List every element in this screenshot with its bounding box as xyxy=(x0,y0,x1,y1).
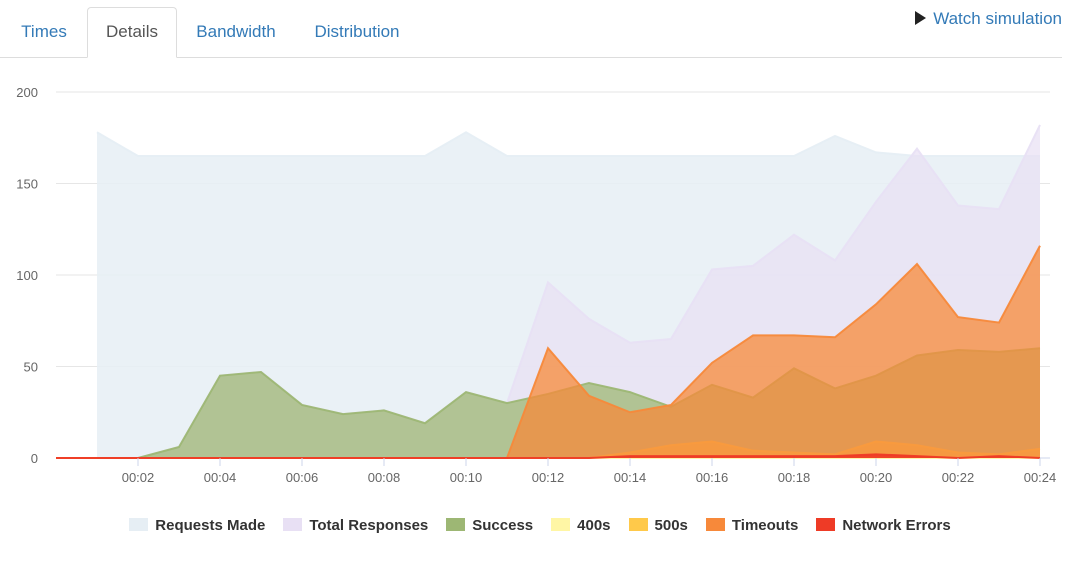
x-tick-label: 00:06 xyxy=(286,470,319,485)
x-tick-label: 00:12 xyxy=(532,470,565,485)
x-tick-label: 00:16 xyxy=(696,470,729,485)
watch-simulation-label: Watch simulation xyxy=(933,9,1062,28)
legend-label: Success xyxy=(472,517,534,534)
x-tick-label: 00:22 xyxy=(942,470,975,485)
legend-label: 500s xyxy=(654,517,688,534)
legend-label: Network Errors xyxy=(842,517,951,534)
legend-swatch xyxy=(446,518,466,531)
tab-bar: Times Details Bandwidth Distribution xyxy=(0,0,1062,58)
legend-swatch xyxy=(628,518,648,531)
chart-legend: Requests Made Total Responses Success 400s 5… xyxy=(0,517,1080,539)
x-tick-label: 00:20 xyxy=(860,470,893,485)
y-tick-label: 200 xyxy=(16,85,38,100)
legend-item-requests-made[interactable]: Requests Made xyxy=(129,517,265,534)
legend-swatch xyxy=(551,518,571,531)
legend-item-total-responses[interactable]: Total Responses xyxy=(283,517,428,534)
legend-swatch xyxy=(129,518,149,531)
line-requests-made xyxy=(96,131,1040,158)
x-tick-label: 00:10 xyxy=(450,470,483,485)
legend-item-500s[interactable]: 500s xyxy=(628,517,688,534)
tab-times[interactable]: Times xyxy=(21,22,67,41)
x-tick-label: 00:14 xyxy=(614,470,647,485)
tab-details[interactable]: Details xyxy=(87,7,177,58)
y-tick-label: 150 xyxy=(16,177,38,192)
x-tick-label: 00:24 xyxy=(1024,470,1057,485)
legend-item-400s[interactable]: 400s xyxy=(551,517,611,534)
legend-label: 400s xyxy=(577,517,611,534)
tab-distribution[interactable]: Distribution xyxy=(314,22,400,41)
x-tick-label: 00:08 xyxy=(368,470,401,485)
tab-bandwidth[interactable]: Bandwidth xyxy=(196,22,276,41)
x-tick-label: 00:02 xyxy=(122,470,155,485)
legend-label: Requests Made xyxy=(155,517,266,534)
legend-swatch xyxy=(283,518,303,531)
x-tick-label: 00:18 xyxy=(778,470,811,485)
watch-simulation-link[interactable]: Watch simulation xyxy=(915,9,1062,29)
x-tick-label: 00:04 xyxy=(204,470,237,485)
legend-item-success[interactable]: Success xyxy=(446,517,533,534)
area-timeouts xyxy=(56,245,1040,458)
legend-swatch xyxy=(705,518,725,531)
legend-label: Total Responses xyxy=(309,517,429,534)
y-tick-label: 0 xyxy=(31,451,38,466)
legend-item-timeouts[interactable]: Timeouts xyxy=(705,517,799,534)
details-area-chart: 0 50 100 150 200 00:02 00:04 00:06 00:08 00:10 00:… xyxy=(16,85,1057,485)
y-tick-label: 50 xyxy=(24,360,38,375)
legend-item-network-errors[interactable]: Network Errors xyxy=(816,517,951,534)
legend-label: Timeouts xyxy=(731,517,799,534)
play-icon xyxy=(915,11,927,25)
y-tick-label: 100 xyxy=(16,268,38,283)
legend-swatch xyxy=(816,518,836,531)
